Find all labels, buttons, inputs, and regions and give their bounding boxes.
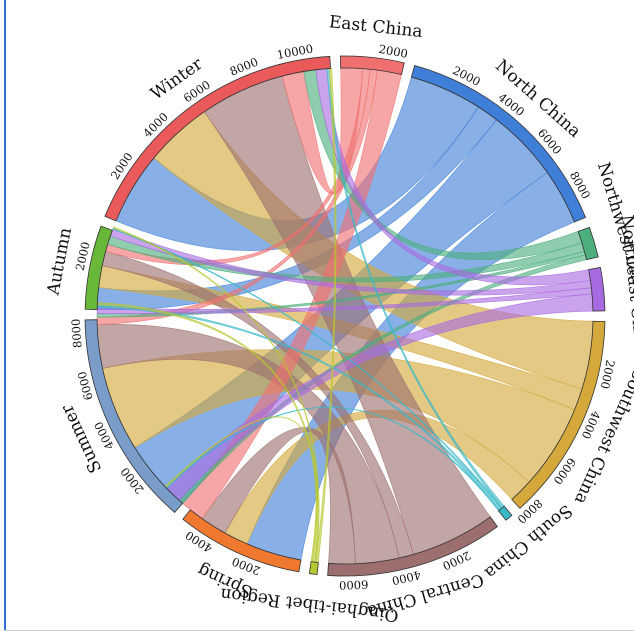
- segment-label-autumn: Autumn: [43, 226, 76, 298]
- arc-southwest-china: [511, 320, 606, 509]
- left-border: [4, 0, 6, 631]
- tick-label-winter-10000: 10000: [276, 41, 315, 62]
- ribbon-qinghai-tibet-region-to-autumn: [112, 226, 320, 563]
- tick-label-summer-8000: 8000: [69, 318, 85, 348]
- arc-north-china: [410, 64, 587, 223]
- tick-label-central-china-6000: 6000: [339, 577, 369, 592]
- segment-label-northeast-china: Northeast China: [617, 214, 634, 358]
- tick-label-east-china-2000: 2000: [378, 42, 409, 61]
- arc-summer: [84, 319, 184, 513]
- segment-label-east-china: East China: [328, 12, 424, 42]
- arc-qinghai-tibet-region: [308, 561, 319, 575]
- arc-northwest-china: [577, 226, 599, 261]
- tick-label-central-china-4000: 4000: [391, 568, 423, 588]
- arc-spring: [182, 509, 302, 573]
- ribbons-layer: [96, 67, 594, 565]
- arcs-layer: [84, 55, 606, 577]
- ribbon-south-china-to-autumn: [112, 227, 503, 509]
- arc-autumn: [84, 225, 113, 310]
- arc-winter: [104, 56, 331, 222]
- arc-east-china: [340, 55, 405, 76]
- tick-label-southwest-china-2000: 2000: [598, 359, 618, 391]
- tick-label-autumn-2000: 2000: [73, 240, 93, 272]
- arc-central-china: [327, 516, 498, 577]
- arc-south-china: [497, 505, 513, 521]
- arc-northeast-china: [588, 266, 606, 312]
